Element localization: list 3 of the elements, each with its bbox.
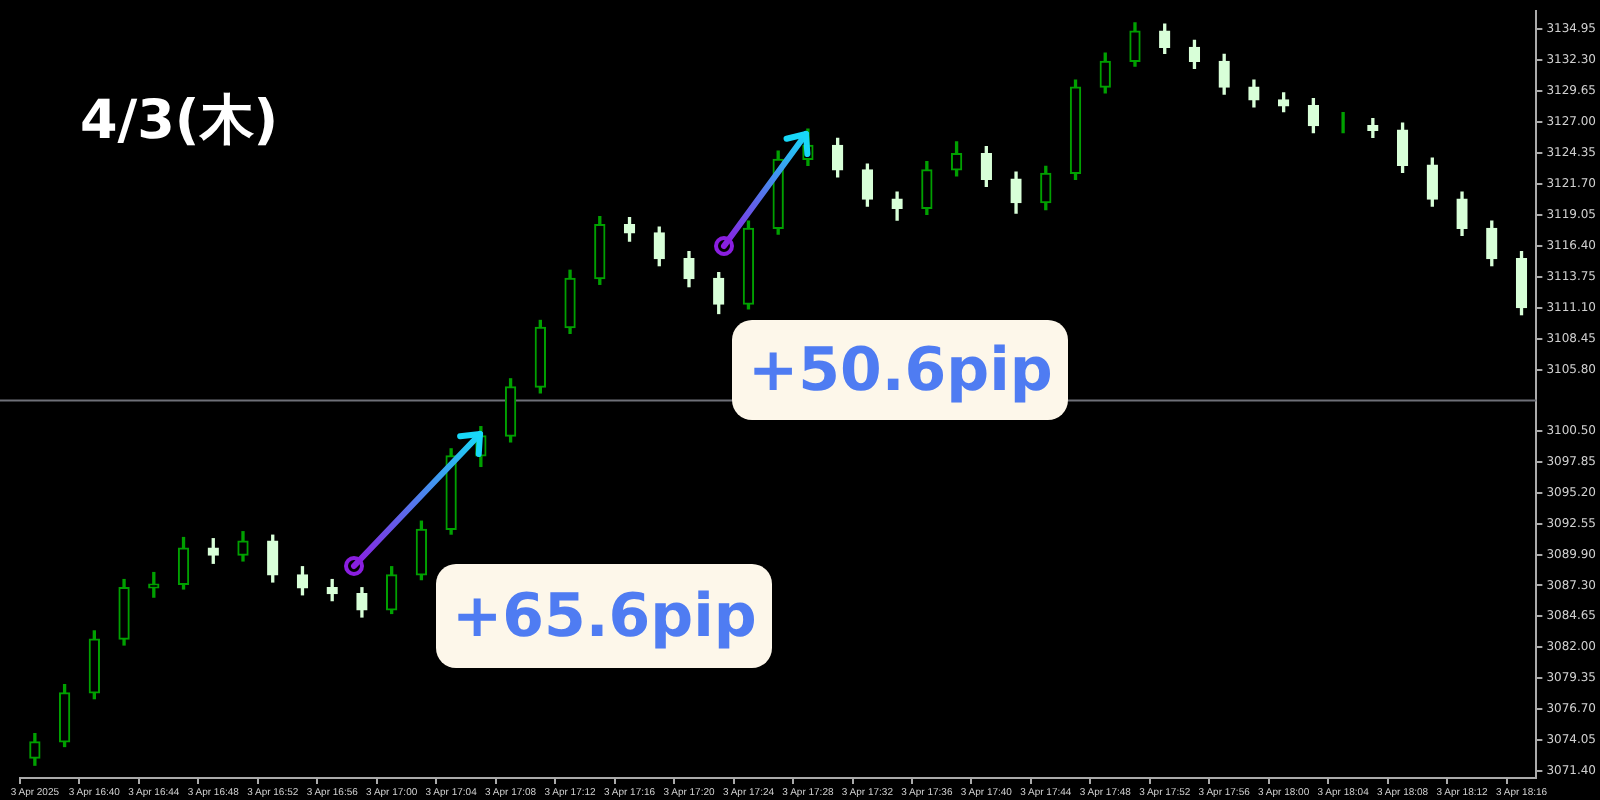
text: 4/3(木) bbox=[80, 88, 279, 156]
annotation: +65.6pip bbox=[436, 564, 773, 668]
annotation: +50.6pip bbox=[732, 320, 1069, 420]
